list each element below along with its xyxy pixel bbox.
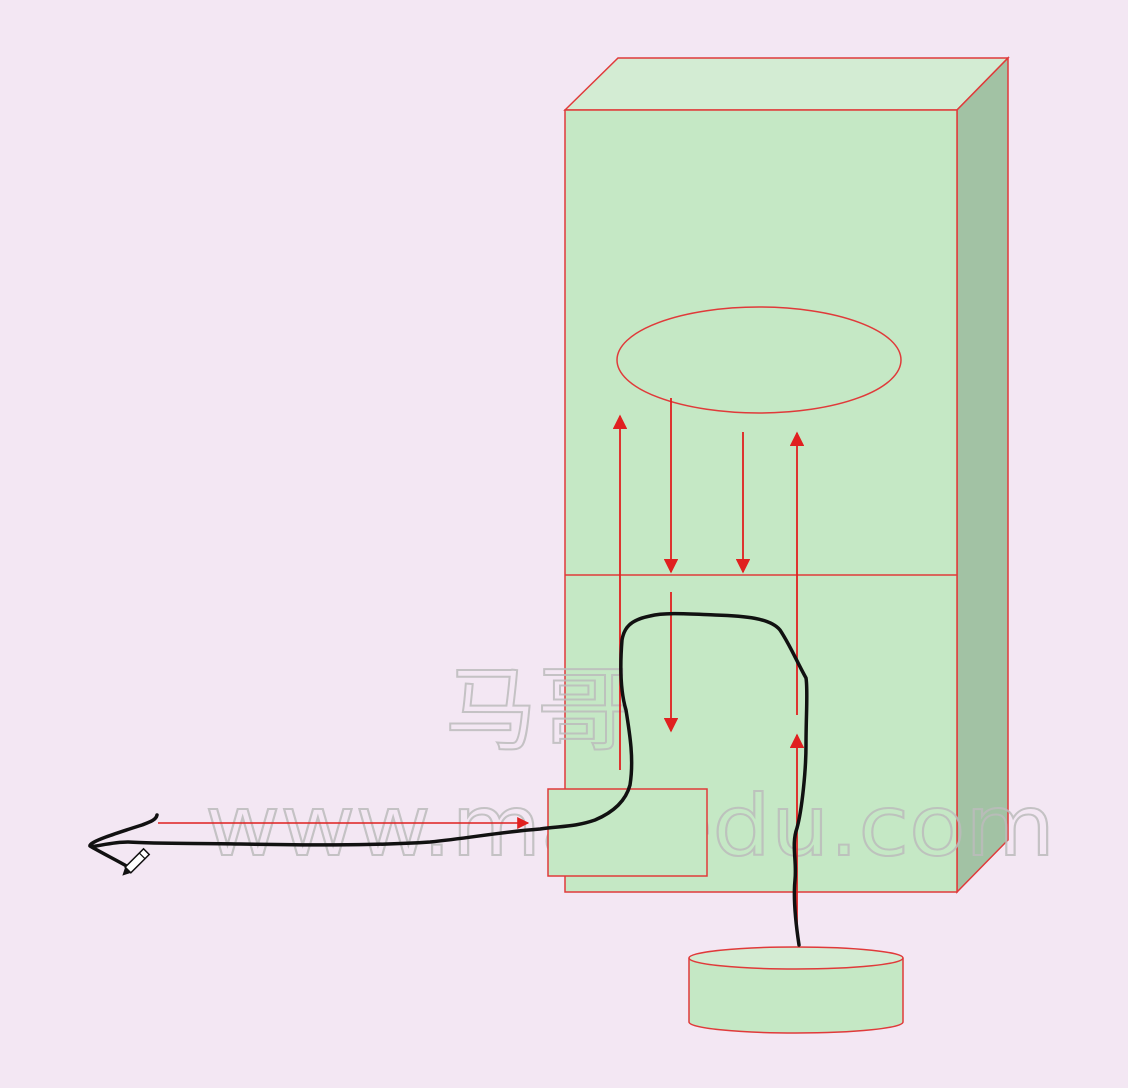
server-box-side-face bbox=[956, 56, 1009, 894]
buffer-box bbox=[547, 788, 708, 877]
pencil-cursor-icon bbox=[122, 847, 151, 876]
watermark-line-1: 马哥 bbox=[445, 657, 629, 764]
disk-cylinder bbox=[688, 946, 904, 1034]
server-box-top-face bbox=[563, 57, 1010, 111]
server-box-front-face bbox=[564, 109, 958, 893]
process-ellipse bbox=[616, 306, 902, 414]
